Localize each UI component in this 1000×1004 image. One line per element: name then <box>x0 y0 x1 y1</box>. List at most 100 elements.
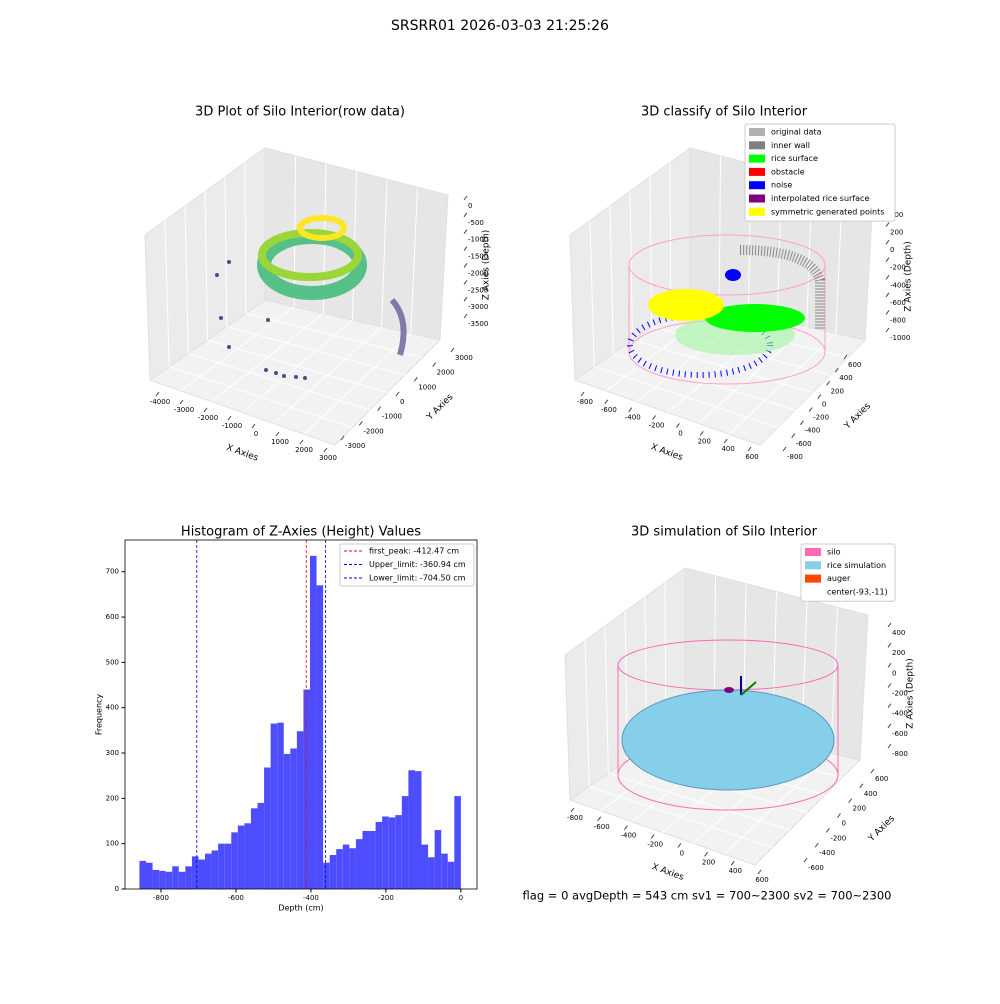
tick-mark <box>203 407 208 413</box>
tick-mark <box>463 313 468 319</box>
tick-label: 2000 <box>437 369 455 377</box>
pane-grid <box>584 640 590 787</box>
tick-label: -200 <box>892 690 908 698</box>
tick-label: 200 <box>892 649 905 657</box>
tick-mark <box>463 246 468 251</box>
tick-label: 1000 <box>271 438 289 446</box>
legend: silo rice simulation auger center(-93,-11) <box>800 543 896 602</box>
tick-mark <box>450 347 455 353</box>
tick-label: -600 <box>601 406 617 414</box>
legend-label: first_peak: -412.47 cm <box>369 547 459 556</box>
tick-label: -4000 <box>150 398 170 406</box>
bar <box>152 869 160 889</box>
tick-mark <box>808 407 813 412</box>
tick-label: 0 <box>842 820 846 828</box>
point <box>227 260 231 264</box>
tick-mark <box>463 296 468 302</box>
tick-mark <box>463 212 468 218</box>
y-tick-label: 100 <box>106 840 119 848</box>
tick-label: 2000 <box>295 446 313 454</box>
legend-label: obstacle <box>771 167 805 176</box>
tick-mark <box>413 377 418 382</box>
tick-label: 600 <box>755 876 768 884</box>
tick-label: -800 <box>787 453 803 461</box>
legend-swatch <box>805 561 821 570</box>
bar <box>264 767 271 889</box>
x-axis-label: X Axies <box>649 442 684 463</box>
tick-label: -1000 <box>382 413 402 421</box>
tick-mark <box>650 834 655 839</box>
tick-label: 200 <box>702 858 715 866</box>
tick-mark <box>299 439 304 445</box>
tick-mark <box>885 274 890 280</box>
pane-grid <box>629 191 633 341</box>
bar <box>257 802 265 889</box>
tick-mark <box>870 768 875 774</box>
tick-label: -400 <box>625 414 641 422</box>
tick-label: -2500 <box>468 286 488 294</box>
bar <box>296 731 304 889</box>
legend: original data inner wall rice surface obsta… <box>744 123 896 222</box>
tick-mark <box>377 406 382 411</box>
bar <box>349 848 356 889</box>
bar <box>414 771 422 889</box>
tick-mark <box>885 292 890 298</box>
tick-label: 200 <box>831 387 844 395</box>
pane-grid <box>204 191 208 341</box>
tick-label: -400 <box>819 849 835 857</box>
tick-mark <box>791 433 796 439</box>
bar <box>218 843 225 889</box>
x-axis-label: Depth (cm) <box>278 904 323 913</box>
tick-mark <box>885 310 890 315</box>
tick-mark <box>834 367 839 373</box>
tick-label: -2000 <box>198 414 218 422</box>
tick-mark <box>624 825 628 831</box>
tick-mark <box>723 438 728 444</box>
point-cloud <box>705 304 805 332</box>
tick-mark <box>826 380 830 386</box>
legend-swatch <box>805 574 821 583</box>
tick-mark <box>463 195 468 201</box>
tick-mark <box>800 420 804 426</box>
tick-mark <box>227 415 232 421</box>
bar <box>382 816 389 889</box>
legend-label: interpolated rice surface <box>771 194 869 203</box>
y-axis-label: Frequency <box>95 694 104 736</box>
tick-mark <box>814 842 819 848</box>
bar <box>395 815 402 889</box>
bar <box>198 859 206 889</box>
y-tick-label: 500 <box>106 658 119 666</box>
pane-grid <box>245 312 423 358</box>
tick-mark <box>179 399 184 405</box>
bar <box>342 844 350 889</box>
bar <box>185 866 192 889</box>
pane-grid <box>410 187 418 334</box>
tick-mark <box>782 446 787 452</box>
tick-label: -800 <box>577 398 593 406</box>
bar <box>408 770 415 889</box>
point-cloud <box>648 289 724 321</box>
panel-title: 3D classify of Silo Interior <box>641 105 808 120</box>
legend-label: center(-93,-11) <box>827 587 888 596</box>
legend-swatch <box>749 181 765 190</box>
y-axis-label: Y Axies <box>866 814 897 845</box>
tick-label: -800 <box>892 750 908 758</box>
tick-label: 0 <box>254 430 258 438</box>
bar <box>441 853 448 889</box>
tick-label: -200 <box>830 834 846 842</box>
bar <box>401 796 409 889</box>
tick-mark <box>155 391 160 397</box>
point-cloud <box>725 269 741 281</box>
panel-title: 3D simulation of Silo Interior <box>631 525 818 540</box>
tick-label: 0 <box>468 202 472 210</box>
tick-mark <box>887 683 892 688</box>
bar <box>355 839 363 889</box>
bar <box>165 871 173 889</box>
legend-label: symmetric generated points <box>771 207 884 216</box>
point-cloud <box>389 297 407 356</box>
bar <box>250 808 258 889</box>
legend-box <box>744 123 896 222</box>
tick-label: -200 <box>649 422 665 430</box>
tick-label: 400 <box>721 445 734 453</box>
bar <box>211 850 219 889</box>
